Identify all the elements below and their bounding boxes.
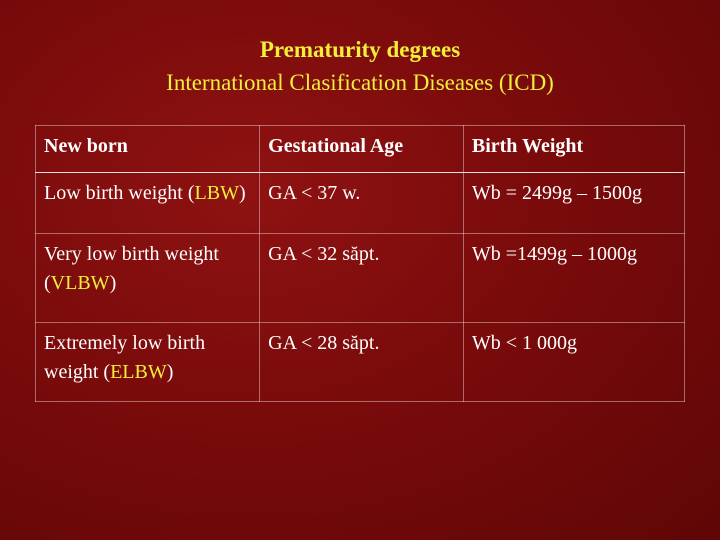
- header-new-born: New born: [34, 125, 261, 173]
- newborn-abbreviation: VLBW: [50, 272, 110, 294]
- birth-weight-cell: Wb =1499g – 1000g: [462, 233, 686, 323]
- newborn-category-cell: Low birth weight (LBW): [34, 172, 261, 234]
- slide-title: Prematurity degrees International Clasif…: [0, 33, 720, 99]
- gestational-age-cell: GA < 37 w.: [259, 172, 464, 234]
- newborn-category-text: Extremely low birth weight (: [44, 332, 206, 383]
- table-row: Extremely low birth weight (ELBW) GA < 2…: [34, 322, 686, 402]
- newborn-category-text: Low birth weight (: [44, 182, 195, 204]
- birth-weight-cell: Wb < 1 000g: [462, 322, 686, 402]
- newborn-category-suffix: ): [238, 182, 246, 204]
- header-gestational-age: Gestational Age: [259, 125, 464, 173]
- newborn-category-cell: Extremely low birth weight (ELBW): [34, 322, 261, 402]
- newborn-category-text: Very low birth weight (: [44, 243, 219, 294]
- header-birth-weight: Birth Weight: [462, 125, 686, 173]
- gestational-age-cell: GA < 28 săpt.: [259, 322, 464, 402]
- newborn-category-suffix: ): [166, 361, 174, 383]
- newborn-abbreviation: ELBW: [110, 361, 167, 383]
- title-line-2: International Clasification Diseases (IC…: [166, 70, 554, 95]
- newborn-category-suffix: ): [109, 272, 117, 294]
- table-header-row: New born Gestational Age Birth Weight: [34, 125, 686, 173]
- newborn-category-cell: Very low birth weight (VLBW): [34, 233, 261, 323]
- prematurity-table: New born Gestational Age Birth Weight Lo…: [34, 125, 686, 402]
- table-row: Very low birth weight (VLBW) GA < 32 săp…: [34, 233, 686, 323]
- gestational-age-cell: GA < 32 săpt.: [259, 233, 464, 323]
- newborn-abbreviation: LBW: [194, 182, 239, 204]
- birth-weight-cell: Wb = 2499g – 1500g: [462, 172, 686, 234]
- title-line-1: Prematurity degrees: [259, 37, 461, 62]
- table-row: Low birth weight (LBW) GA < 37 w. Wb = 2…: [34, 172, 686, 234]
